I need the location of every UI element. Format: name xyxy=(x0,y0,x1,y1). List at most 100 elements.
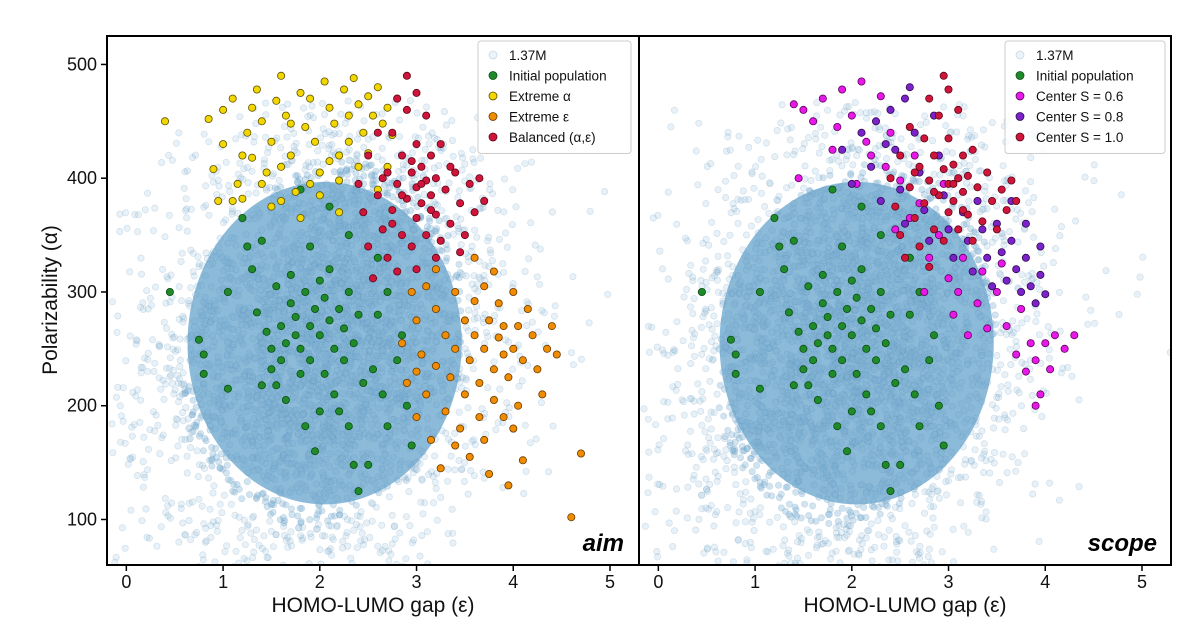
cloud-point xyxy=(337,455,345,463)
data-point xyxy=(412,213,421,222)
cloud-point xyxy=(390,231,398,239)
data-point xyxy=(373,128,382,137)
cloud-point xyxy=(484,384,492,392)
cloud-point xyxy=(747,222,755,230)
cloud-point xyxy=(279,244,287,252)
cloud-point xyxy=(374,215,382,223)
cloud-point xyxy=(769,545,777,553)
data-point xyxy=(354,179,363,188)
x-tick-label: 0 xyxy=(121,572,131,592)
cloud-point xyxy=(165,151,173,159)
cloud-point xyxy=(424,265,432,273)
cloud-point xyxy=(254,275,262,283)
cloud-point xyxy=(369,434,377,442)
data-point xyxy=(272,381,281,390)
data-point xyxy=(393,179,402,188)
cloud-point xyxy=(365,360,373,368)
cloud-point xyxy=(227,274,235,282)
cloud-point xyxy=(461,160,469,168)
cloud-point xyxy=(293,172,301,180)
cloud-point xyxy=(187,205,195,213)
data-point xyxy=(407,168,416,177)
cloud-point xyxy=(208,413,216,421)
cloud-point xyxy=(254,432,262,440)
cloud-point xyxy=(290,243,298,251)
cloud-point xyxy=(363,163,371,171)
cloud-point xyxy=(307,533,315,541)
cloud-point xyxy=(1081,173,1089,181)
cloud-point xyxy=(264,371,272,379)
cloud-point xyxy=(298,504,306,512)
data-point xyxy=(310,304,319,313)
cloud-point xyxy=(262,282,270,290)
cloud-point xyxy=(475,273,483,281)
cloud-point xyxy=(350,526,358,534)
cloud-point xyxy=(147,301,155,309)
cloud-point xyxy=(282,249,290,257)
cloud-point xyxy=(385,493,393,501)
cloud-point xyxy=(310,462,318,470)
data-point xyxy=(335,151,344,160)
cloud-point xyxy=(201,464,209,472)
cloud-point xyxy=(378,464,386,472)
cloud-point xyxy=(326,477,334,485)
cloud-point xyxy=(365,299,373,307)
cloud-point xyxy=(198,502,206,510)
cloud-point xyxy=(268,172,276,180)
cloud-point xyxy=(397,457,405,465)
cloud-point xyxy=(454,296,462,304)
cloud-point xyxy=(304,303,312,311)
cloud-point xyxy=(345,470,353,478)
cloud-point xyxy=(256,334,264,342)
cloud-point xyxy=(368,289,376,297)
cloud-point xyxy=(416,388,424,396)
cloud-point xyxy=(263,351,271,359)
cloud-point xyxy=(684,483,692,491)
cloud-point xyxy=(385,184,393,192)
cloud-point xyxy=(195,260,203,268)
cloud-point xyxy=(1004,387,1012,395)
cloud-point xyxy=(186,302,194,310)
cloud-point xyxy=(383,238,391,246)
cloud-point xyxy=(276,372,284,380)
cloud-point xyxy=(370,284,378,292)
cloud-point xyxy=(338,195,346,203)
cloud-point xyxy=(270,464,278,472)
cloud-point xyxy=(258,490,266,498)
cloud-point xyxy=(398,209,406,217)
data-point xyxy=(310,137,319,146)
data-point xyxy=(320,77,329,86)
cloud-point xyxy=(302,267,310,275)
cloud-point xyxy=(758,240,766,248)
cloud-point xyxy=(468,280,476,288)
cloud-point xyxy=(1038,413,1046,421)
cloud-point xyxy=(210,364,218,372)
cloud-point xyxy=(276,516,284,524)
cloud-point xyxy=(460,477,468,485)
cloud-point xyxy=(484,237,492,245)
cloud-point xyxy=(209,518,217,526)
cloud-point xyxy=(369,393,377,401)
cloud-point xyxy=(441,215,449,223)
cloud-point xyxy=(295,199,303,207)
cloud-point xyxy=(286,406,294,414)
cloud-point xyxy=(299,461,307,469)
cloud-point xyxy=(307,469,315,477)
cloud-point xyxy=(248,388,256,396)
cloud-point xyxy=(217,276,225,284)
cloud-point xyxy=(282,437,290,445)
cloud-point xyxy=(567,349,575,357)
cloud-point xyxy=(815,528,823,536)
data-point xyxy=(518,356,527,365)
data-point xyxy=(272,282,281,291)
cloud-point xyxy=(229,313,237,321)
data-point xyxy=(422,111,431,120)
cloud-point xyxy=(317,253,325,261)
cloud-point xyxy=(264,144,272,152)
cloud-point xyxy=(778,464,786,472)
cloud-point xyxy=(486,246,494,254)
cloud-point xyxy=(372,377,380,385)
cloud-point xyxy=(389,193,397,201)
cloud-point xyxy=(138,517,146,525)
cloud-point xyxy=(139,299,147,307)
